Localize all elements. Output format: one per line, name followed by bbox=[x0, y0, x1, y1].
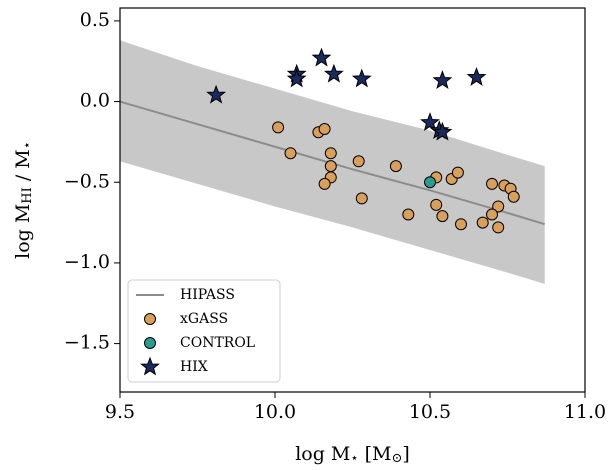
point bbox=[507, 190, 520, 203]
trend-line bbox=[120, 100, 545, 226]
point bbox=[272, 121, 285, 134]
point bbox=[436, 210, 449, 223]
x-axis-label-part: [M bbox=[359, 443, 392, 465]
legend-marker bbox=[140, 356, 160, 376]
x-tick-label: 10.0 bbox=[254, 401, 296, 423]
legend-box bbox=[127, 279, 281, 383]
point bbox=[355, 192, 368, 205]
x-axis-label-part: log M bbox=[295, 443, 350, 465]
point bbox=[318, 177, 331, 190]
legend-label: CONTROL bbox=[180, 335, 255, 351]
point bbox=[284, 147, 297, 160]
x-axis-label-part: ] bbox=[402, 443, 409, 465]
point bbox=[324, 160, 337, 173]
y-tick-label: −1.5 bbox=[64, 332, 110, 354]
x-axis-label-part: ⊙ bbox=[391, 451, 402, 466]
point bbox=[424, 176, 436, 189]
point bbox=[486, 177, 498, 190]
y-axis-label-part: HI bbox=[20, 187, 35, 203]
y-axis-label-part: log M bbox=[12, 204, 34, 259]
y-tick-label: 0.0 bbox=[80, 90, 110, 112]
x-tick-label: 11.0 bbox=[564, 401, 606, 423]
point bbox=[318, 123, 331, 136]
point bbox=[451, 166, 464, 179]
y-axis-label-part: ⋆ bbox=[20, 141, 35, 149]
y-axis-label: log MHI / M⋆ bbox=[12, 141, 35, 259]
point bbox=[476, 216, 489, 229]
star-point bbox=[420, 112, 440, 131]
point bbox=[402, 208, 415, 221]
legend-marker bbox=[144, 313, 156, 325]
star-point bbox=[206, 84, 227, 104]
y-tick-label: −0.5 bbox=[64, 170, 110, 192]
y-tick-label: −1.0 bbox=[64, 251, 110, 273]
legend-label: HIX bbox=[180, 359, 208, 375]
legend-marker bbox=[144, 337, 156, 349]
star-point bbox=[323, 63, 344, 83]
star-point bbox=[311, 47, 332, 67]
axes-frame bbox=[119, 7, 586, 393]
point bbox=[492, 200, 505, 213]
x-tick-label: 10.5 bbox=[409, 401, 451, 423]
star-point bbox=[432, 121, 453, 141]
point bbox=[352, 155, 365, 168]
point bbox=[486, 208, 498, 221]
x-axis-label-part: ⋆ bbox=[350, 451, 358, 466]
point bbox=[492, 221, 505, 234]
y-tick-label: 0.5 bbox=[80, 9, 110, 31]
point bbox=[455, 218, 467, 231]
x-tick-label: 9.5 bbox=[105, 401, 135, 423]
point bbox=[324, 147, 337, 160]
legend-label: HIPASS bbox=[180, 287, 235, 303]
plot-layer bbox=[120, 40, 545, 284]
y-axis-label-part: / M bbox=[12, 149, 34, 187]
star-point bbox=[432, 70, 453, 90]
x-axis-label: log M⋆ [M⊙] bbox=[295, 443, 410, 466]
point bbox=[430, 198, 443, 211]
legend-label: xGASS bbox=[180, 311, 228, 327]
point bbox=[389, 160, 402, 173]
star-point bbox=[351, 68, 372, 88]
star-point bbox=[466, 66, 487, 86]
star-point bbox=[286, 68, 307, 88]
